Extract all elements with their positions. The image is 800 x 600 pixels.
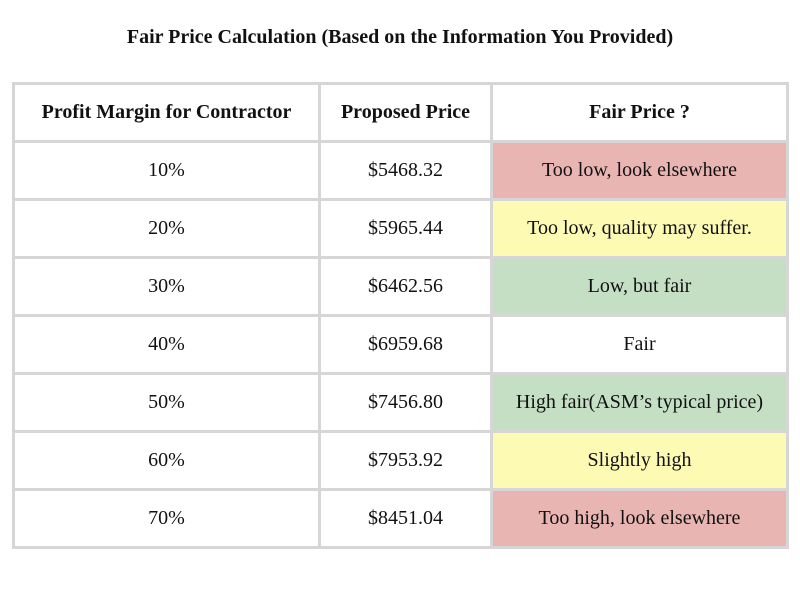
- header-cell: Proposed Price: [318, 82, 493, 143]
- margin-cell: 40%: [12, 314, 321, 375]
- price-cell: $7456.80: [318, 372, 493, 433]
- price-cell: $6959.68: [318, 314, 493, 375]
- price-cell: $6462.56: [318, 256, 493, 317]
- margin-cell: 10%: [12, 140, 321, 201]
- verdict-cell: Too high, look elsewhere: [490, 488, 789, 549]
- verdict-cell: Slightly high: [490, 430, 789, 491]
- title: Fair Price Calculation (Based on the Inf…: [126, 26, 674, 48]
- price-cell: $5965.44: [318, 198, 493, 259]
- price-cell: $8451.04: [318, 488, 493, 549]
- row: 50% $7456.80 High fair(ASM’s typical pri…: [12, 372, 789, 433]
- margin-cell: 70%: [12, 488, 321, 549]
- header-row: Profit Margin for Contractor Proposed Pr…: [12, 82, 789, 143]
- row: 10% $5468.32 Too low, look elsewhere: [12, 140, 789, 201]
- verdict-cell: High fair(ASM’s typical price): [490, 372, 789, 433]
- row: 30% $6462.56 Low, but fair: [12, 256, 789, 317]
- row: 60% $7953.92 Slightly high: [12, 430, 789, 491]
- header-cell: Profit Margin for Contractor: [12, 82, 321, 143]
- margin-cell: 60%: [12, 430, 321, 491]
- margin-cell: 20%: [12, 198, 321, 259]
- header-cell: Fair Price ?: [490, 82, 789, 143]
- margin-cell: 30%: [12, 256, 321, 317]
- row: 40% $6959.68 Fair: [12, 314, 789, 375]
- price-cell: $7953.92: [318, 430, 493, 491]
- row: 70% $8451.04 Too high, look elsewhere: [12, 488, 789, 549]
- margin-cell: 50%: [12, 372, 321, 433]
- verdict-cell: Too low, look elsewhere: [490, 140, 789, 201]
- verdict-cell: Fair: [490, 314, 789, 375]
- price-cell: $5468.32: [318, 140, 493, 201]
- verdict-cell: Too low, quality may suffer.: [490, 198, 789, 259]
- row: 20% $5965.44 Too low, quality may suffer…: [12, 198, 789, 259]
- verdict-cell: Low, but fair: [490, 256, 789, 317]
- price-table: Profit Margin for Contractor Proposed Pr…: [12, 82, 789, 549]
